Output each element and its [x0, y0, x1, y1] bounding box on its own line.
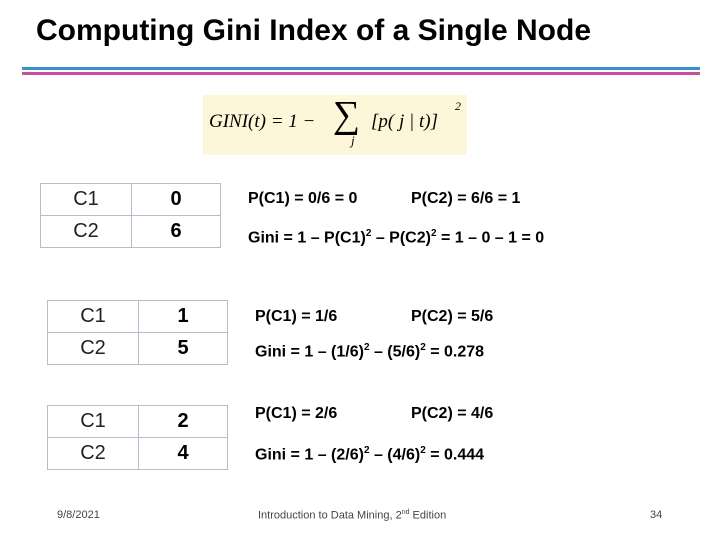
table-row: C1 1 — [47, 300, 228, 333]
equation-part: – (5/6) — [369, 343, 421, 361]
equation-part: – (4/6) — [369, 446, 421, 464]
title-rule — [22, 67, 700, 70]
table-cell: 0 — [131, 183, 221, 216]
title-rule — [22, 72, 700, 75]
equation-part: Gini = 1 – (1/6) — [255, 343, 364, 361]
footer-date: 9/8/2021 — [57, 509, 100, 521]
gini-equation: Gini = 1 – (2/6)2 – (4/6)2 = 0.444 — [255, 445, 484, 464]
table-cell: C2 — [40, 215, 132, 248]
table-row: C1 2 — [47, 405, 228, 438]
footer-text: Edition — [409, 509, 447, 522]
footer-source: Introduction to Data Mining, 2nd Edition — [258, 509, 446, 522]
equation-part: 2 — [430, 228, 437, 239]
equation-part: 2 — [420, 342, 426, 353]
equation-part: = 1 – 0 – 1 = 0 — [436, 229, 545, 247]
formula-power: 2 — [455, 99, 461, 113]
probability: P(C1) = 1/6 — [255, 308, 338, 325]
table-row: C2 4 — [47, 437, 228, 470]
equation-part: = 0.278 — [425, 343, 485, 361]
gini-equation: Gini = 1 – (1/6)2 – (5/6)2 = 0.278 — [255, 342, 484, 361]
probability: P(C1) = 2/6 — [255, 405, 338, 422]
table-cell: C1 — [47, 300, 139, 333]
slide-title: Computing Gini Index of a Single Node — [36, 14, 591, 47]
page-number: 34 — [650, 509, 663, 521]
probability: P(C2) = 5/6 — [411, 308, 494, 325]
formula-term: [p( j | t)] — [371, 111, 438, 132]
table-row: C2 5 — [47, 332, 228, 365]
gini-equation: Gini = 1 – P(C1)2 – P(C2)2 = 1 – 0 – 1 =… — [248, 228, 544, 247]
formula: GINI(t) = 1 − ∑ j [p( j | t)] 2 — [203, 94, 467, 155]
equation-part: 2 — [363, 445, 370, 456]
probability: P(C2) = 6/6 = 1 — [411, 190, 521, 207]
equation-part: Gini = 1 – (2/6) — [255, 446, 364, 464]
probability: P(C2) = 4/6 — [411, 405, 494, 422]
table-cell: C2 — [47, 437, 139, 470]
table-row: C1 0 — [40, 183, 221, 216]
table-cell: 4 — [138, 437, 228, 470]
table-row: C2 6 — [40, 215, 221, 248]
count-table: C1 1 C2 5 — [47, 300, 228, 365]
table-cell: 5 — [138, 332, 228, 365]
formula-sum: ∑ — [333, 94, 361, 136]
count-table: C1 2 C2 4 — [47, 405, 228, 470]
equation-part: Gini = 1 – P(C1) — [248, 229, 366, 247]
table-cell: C1 — [47, 405, 139, 438]
probability: P(C1) = 0/6 = 0 — [248, 190, 358, 207]
footer-text: Introduction to Data Mining, 2 — [258, 509, 402, 522]
equation-part: = 0.444 — [425, 446, 485, 464]
count-table: C1 0 C2 6 — [40, 183, 221, 248]
equation-part: 2 — [365, 228, 372, 239]
equation-part: 2 — [420, 445, 426, 456]
formula-index: j — [351, 133, 355, 148]
table-cell: 2 — [138, 405, 228, 438]
table-cell: 6 — [131, 215, 221, 248]
footer-text: nd — [401, 509, 410, 516]
formula-lhs: GINI(t) = 1 − — [209, 111, 316, 132]
equation-part: – P(C2) — [371, 229, 431, 247]
table-cell: C1 — [40, 183, 132, 216]
table-cell: C2 — [47, 332, 139, 365]
table-cell: 1 — [138, 300, 228, 333]
equation-part: 2 — [363, 342, 370, 353]
